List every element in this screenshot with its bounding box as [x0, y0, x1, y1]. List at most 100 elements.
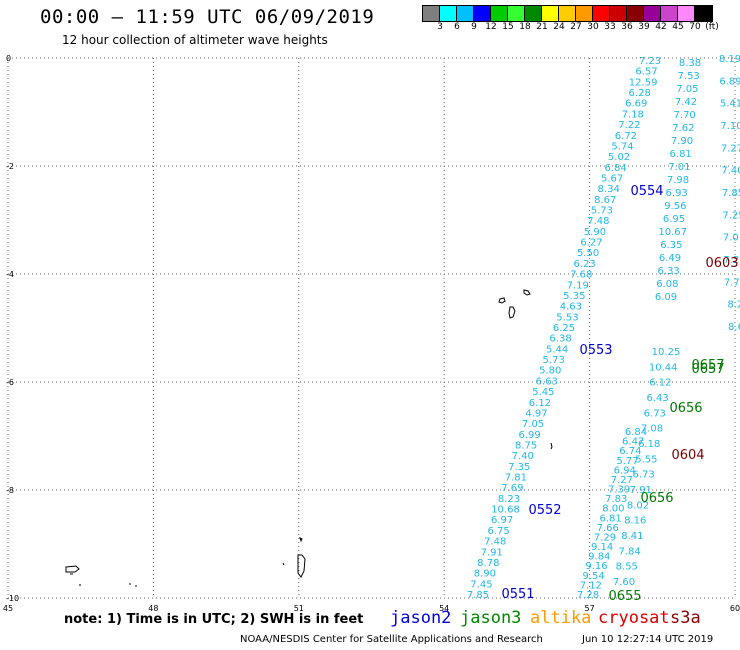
color-scale-label: 27	[570, 22, 582, 32]
color-swatch	[474, 6, 491, 21]
track-b-value: 7.39	[608, 485, 630, 496]
track-a-value: 6.25	[553, 323, 575, 334]
track-b-value: 9.84	[588, 552, 610, 563]
color-swatch	[508, 6, 525, 21]
track-a-value: 6.69	[625, 99, 647, 110]
track-e-value: 8.19	[719, 54, 740, 65]
pass-time-label: 0656	[640, 491, 673, 506]
track-b-value: 9.16	[585, 561, 607, 572]
track-a-value: 7.69	[501, 483, 523, 494]
track-a-value: 7.35	[508, 462, 530, 473]
color-swatch	[440, 6, 457, 21]
track-e-value: 7.40	[721, 166, 740, 177]
x-tick-label: 45	[3, 604, 13, 613]
track-d-value: 7.90	[671, 136, 693, 147]
track-c-value: 7.91	[630, 485, 652, 496]
color-scale-bar	[422, 5, 713, 22]
track-c-value: 6.73	[632, 470, 654, 481]
track-d-value: 6.33	[658, 266, 680, 277]
color-scale-label: 30	[587, 22, 599, 32]
track-c-value: 6.18	[638, 439, 660, 450]
track-c-value: 7.08	[641, 424, 663, 435]
track-b-value: 6.74	[619, 446, 641, 457]
pass-time-label: 0657	[691, 362, 724, 377]
track-d-value: 6.95	[663, 214, 685, 225]
y-tick-label: -4	[6, 270, 14, 279]
track-a-value: 7.85	[467, 590, 489, 601]
track-a-value: 8.67	[594, 195, 616, 206]
color-swatch	[559, 6, 576, 21]
x-tick-label: 57	[585, 604, 595, 613]
island	[508, 306, 516, 319]
color-swatch	[644, 6, 661, 21]
track-e-value: 7.77	[724, 277, 740, 288]
color-swatch	[695, 6, 712, 21]
color-scale-label: (ft)	[705, 22, 719, 32]
track-b-value: 7.66	[597, 523, 619, 534]
track-b-value: 6.84	[625, 427, 647, 438]
pass-time-label: 0551	[501, 587, 534, 602]
color-scale-label: 42	[655, 22, 667, 32]
track-a-value: 5.90	[584, 227, 606, 238]
track-a-value: 5.44	[546, 344, 568, 355]
pass-time-label: 0553	[579, 343, 612, 358]
track-a-value: 5.80	[539, 366, 561, 377]
pass-time-label: 0603	[705, 256, 738, 271]
track-a-value: 6.72	[615, 131, 637, 142]
track-a-value: 7.23	[639, 56, 661, 67]
y-tick-label: -8	[6, 486, 14, 495]
footer-credit: NOAA/NESDIS Center for Satellite Applica…	[240, 634, 543, 645]
pass-time-label: 0554	[630, 184, 663, 199]
altimeter-tracks: 7.857.458.908.787.917.486.756.9710.688.2…	[467, 54, 740, 601]
track-d-value: 6.49	[659, 253, 681, 264]
track-c-value: 6.12	[649, 378, 671, 389]
track-a-value: 8.78	[477, 558, 499, 569]
color-scale-label: 12	[485, 22, 497, 32]
legend-item-jason2: jason2	[390, 608, 452, 628]
track-a-value: 6.99	[518, 430, 540, 441]
track-a-value: 7.40	[512, 451, 534, 462]
track-d-value: 7.62	[672, 123, 694, 134]
color-scale-label: 15	[502, 22, 514, 32]
color-swatch	[627, 6, 644, 21]
color-scale-label: 45	[672, 22, 684, 32]
color-swatch	[423, 6, 440, 21]
track-d-value: 6.09	[655, 292, 677, 303]
track-a-value: 7.19	[567, 280, 589, 291]
track-b-value: 5.77	[616, 456, 638, 467]
track-b-value: 7.29	[594, 532, 616, 543]
land-islands	[65, 289, 553, 587]
track-e-value: 6.89	[719, 76, 740, 87]
pass-time-label: 0604	[671, 448, 704, 463]
color-scale-label: 39	[638, 22, 650, 32]
track-e-value: 8.6	[728, 322, 740, 333]
track-a-value: 6.12	[529, 398, 551, 409]
track-a-value: 5.45	[532, 387, 554, 398]
track-a-value: 6.97	[491, 515, 513, 526]
track-c-value: 6.73	[644, 408, 666, 419]
pass-time-label: 0656	[669, 401, 702, 416]
track-a-value: 7.45	[470, 579, 492, 590]
x-tick-label: 48	[148, 604, 158, 613]
track-d-value: 6.81	[670, 149, 692, 160]
track-a-value: 7.22	[618, 120, 640, 131]
chart-subtitle: 12 hour collection of altimeter wave hei…	[62, 33, 328, 47]
island	[299, 537, 303, 543]
track-a-value: 4.63	[560, 302, 582, 313]
island	[297, 554, 306, 578]
track-d-value: 6.08	[656, 279, 678, 290]
pass-time-label: 0552	[528, 503, 561, 518]
track-a-value: 7.68	[570, 270, 592, 281]
island	[65, 565, 80, 573]
track-b-value: 6.81	[599, 513, 621, 524]
track-c-value: 6.43	[646, 393, 668, 404]
track-a-value: 8.75	[515, 440, 537, 451]
track-b-value: 7.27	[611, 475, 633, 486]
track-a-value: 6.23	[574, 259, 596, 270]
track-c-value: 5.55	[635, 454, 657, 465]
color-scale-labels: 3 6 9 12 15 18 21 24 27 30 33 36 39 42 45 70 (ft)	[422, 22, 740, 34]
track-a-value: 12.59	[629, 77, 658, 88]
track-e-value: 7.25	[722, 210, 740, 221]
chart-title: 00:00 – 11:59 UTC 06/09/2019	[40, 6, 375, 28]
track-a-value: 7.48	[587, 216, 609, 227]
